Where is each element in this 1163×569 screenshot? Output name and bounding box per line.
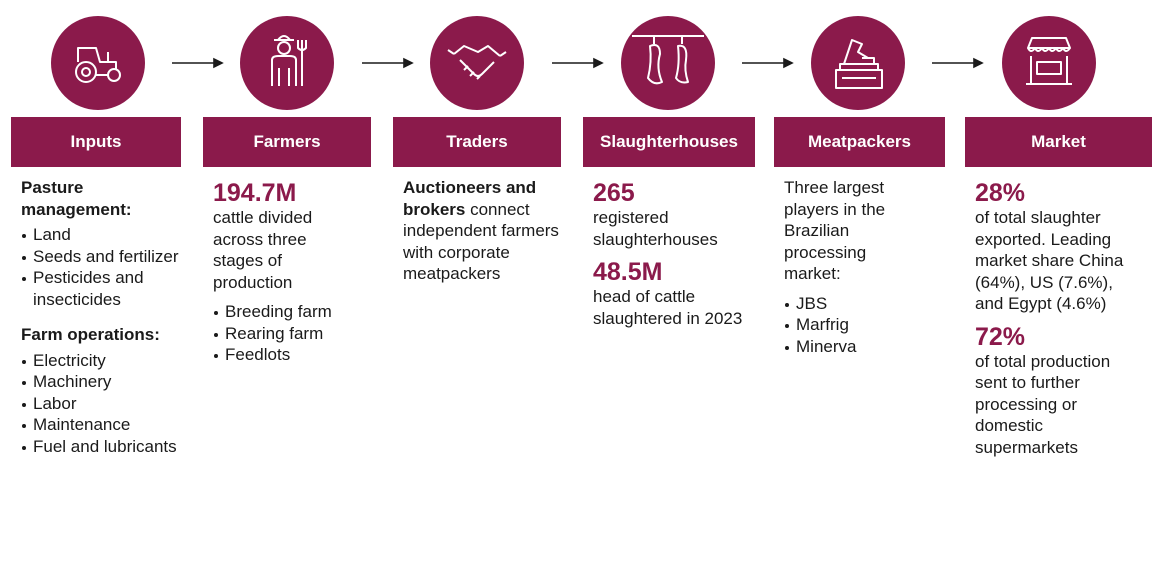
description: registered slaughterhouses bbox=[593, 208, 718, 249]
statistic: 48.5M bbox=[593, 258, 663, 286]
column: Farmers 194.7M cattle divided across three… bbox=[203, 117, 371, 380]
bullet-item: Seeds and fertilizer bbox=[21, 246, 183, 268]
description: of total slaughter exported. Leading mar… bbox=[975, 208, 1124, 313]
bold-text: Auctioneers and brokers bbox=[403, 178, 537, 219]
column-body: Auctioneers and brokers connect independ… bbox=[393, 167, 561, 285]
description: Auctioneers and brokers connect independ… bbox=[403, 177, 563, 285]
bullet-list: JBS Marfrig Minerva bbox=[784, 293, 945, 358]
subheading: Pasture management: bbox=[21, 178, 132, 219]
statistic: 72% bbox=[975, 322, 1026, 351]
column: Inputs Pasture management: Land Seeds and f… bbox=[11, 117, 181, 471]
column: Slaughterhouses 265 registered slaughterho… bbox=[583, 117, 755, 337]
bullet-list: Breeding farm Rearing farm Feedlots bbox=[213, 301, 371, 366]
bullet-item: JBS bbox=[784, 293, 946, 315]
column: Traders Auctioneers and brokers connect i… bbox=[393, 117, 561, 293]
subheading: Farm operations: bbox=[21, 325, 160, 344]
bullet-item: Land bbox=[21, 224, 183, 246]
description: Three largest players in the Brazilian p… bbox=[784, 178, 886, 283]
bullet-list: Land Seeds and fertilizer Pesticides and i… bbox=[21, 224, 181, 310]
bullet-list: Electricity Machinery Labor Maintenance Fuel… bbox=[21, 350, 181, 458]
statistic: 28% bbox=[975, 179, 1026, 207]
bullet-item: Rearing farm bbox=[213, 323, 375, 345]
column-body: Three largest players in the Brazilian p… bbox=[774, 167, 945, 357]
description: head of cattle slaughtered in 2023 bbox=[593, 287, 743, 328]
bullet-item: Breeding farm bbox=[213, 301, 375, 323]
meatpacker-icon bbox=[835, 39, 883, 89]
column: Market 28% of total slaughter exported. Le… bbox=[965, 117, 1152, 466]
column-body: 28% of total slaughter exported. Leading … bbox=[965, 167, 1152, 458]
bullet-item: Fuel and lubricants bbox=[21, 436, 183, 458]
icons bbox=[75, 35, 1072, 89]
bullet-item: Electricity bbox=[21, 350, 183, 372]
meat-icon bbox=[632, 35, 704, 85]
column-header: Farmers bbox=[203, 117, 371, 167]
statistic: 265 bbox=[593, 179, 635, 207]
column-header: Inputs bbox=[11, 117, 181, 167]
bullet-item: Maintenance bbox=[21, 414, 183, 436]
icon-row bbox=[51, 16, 1096, 110]
column-header: Traders bbox=[393, 117, 561, 167]
arrows bbox=[172, 57, 984, 69]
column-header: Market bbox=[965, 117, 1152, 167]
handshake-icon bbox=[447, 45, 507, 80]
bullet-item: Labor bbox=[21, 393, 183, 415]
column: Meatpackers Three largest players in the … bbox=[774, 117, 945, 371]
column-body: 194.7M cattle divided across three stages… bbox=[203, 167, 371, 366]
bullet-item: Machinery bbox=[21, 371, 183, 393]
column-body: 265 registered slaughterhouses 48.5M head o… bbox=[583, 167, 755, 329]
bullet-item: Minerva bbox=[784, 336, 946, 358]
bullet-item: Marfrig bbox=[784, 314, 946, 336]
column-header: Slaughterhouses bbox=[583, 117, 755, 167]
description-text: connect independent farmers with corpora… bbox=[403, 199, 559, 284]
description: of total production sent to further proc… bbox=[975, 351, 1111, 457]
tractor-icon bbox=[75, 47, 121, 83]
statistic: 194.7M bbox=[213, 179, 297, 207]
bullet-item: Pesticides and insecticides bbox=[21, 267, 183, 310]
column-body: Pasture management: Land Seeds and fertili… bbox=[11, 167, 181, 457]
column-header: Meatpackers bbox=[774, 117, 945, 167]
bullet-item: Feedlots bbox=[213, 344, 375, 366]
shop-icon bbox=[1026, 37, 1072, 85]
description: cattle divided across three stages of pr… bbox=[213, 208, 313, 292]
farmer-icon bbox=[271, 35, 307, 86]
